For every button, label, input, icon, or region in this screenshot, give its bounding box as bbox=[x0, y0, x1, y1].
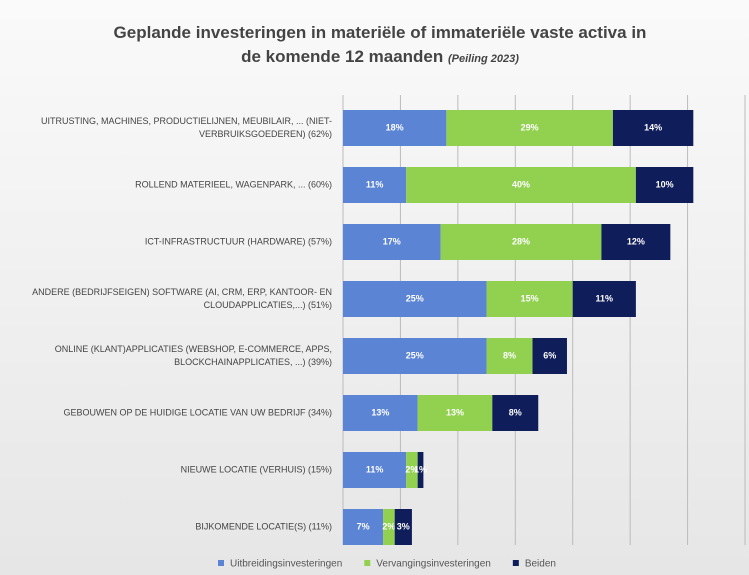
legend-swatch bbox=[364, 560, 371, 566]
chart-title: de komende 12 maanden (Peiling 2023) bbox=[241, 47, 519, 66]
category-label: ONLINE (KLANT)APPLICATIES (WEBSHOP, E-CO… bbox=[54, 344, 332, 367]
value-label: 13% bbox=[446, 407, 464, 417]
bar bbox=[492, 395, 539, 431]
value-label: 7% bbox=[357, 521, 370, 531]
bar bbox=[343, 110, 447, 146]
bar bbox=[635, 167, 694, 203]
bar bbox=[406, 167, 636, 203]
value-label: 29% bbox=[521, 122, 539, 132]
category-label: ICT-INFRASTRUCTUUR (HARDWARE) (57%) bbox=[144, 236, 332, 247]
chart-title: Geplande investeringen in materiële of i… bbox=[114, 23, 647, 42]
chart-title: de komende 12 maanden bbox=[241, 47, 448, 66]
bar bbox=[406, 452, 418, 488]
bar bbox=[383, 509, 395, 545]
value-label: 11% bbox=[366, 464, 384, 474]
value-label: 6% bbox=[543, 350, 556, 360]
bar bbox=[343, 509, 384, 545]
legend-swatch bbox=[512, 560, 519, 566]
value-label: 10% bbox=[656, 179, 674, 189]
category-label: GEBOUWEN OP DE HUIDIGE LOCATIE VAN UW BE… bbox=[63, 407, 332, 418]
bar bbox=[343, 452, 407, 488]
bar bbox=[446, 110, 613, 146]
value-label: 18% bbox=[386, 122, 404, 132]
bar bbox=[343, 395, 418, 431]
value-label: 12% bbox=[627, 236, 645, 246]
value-label: 11% bbox=[596, 293, 614, 303]
value-label: 2% bbox=[405, 464, 418, 474]
category-label: NIEUWE LOCATIE (VERHUIS) (15%) bbox=[180, 464, 332, 475]
legend-swatch bbox=[218, 560, 224, 566]
bar bbox=[612, 110, 694, 146]
bar bbox=[440, 224, 602, 260]
value-label: 15% bbox=[521, 293, 539, 303]
legend-label: Uitbreidingsinvesteringen bbox=[230, 559, 342, 570]
category-label: BIJKOMENDE LOCATIE(S) (11%) bbox=[195, 521, 332, 532]
value-label: 14% bbox=[644, 122, 662, 132]
chart-subtitle: (Peiling 2023) bbox=[448, 53, 519, 65]
value-label: 13% bbox=[371, 407, 389, 417]
bar bbox=[343, 338, 487, 374]
legend-label: Vervangingsinvesteringen bbox=[376, 559, 491, 570]
bar bbox=[343, 281, 487, 317]
value-label: 3% bbox=[397, 521, 410, 531]
value-label: 28% bbox=[512, 236, 530, 246]
bar bbox=[532, 338, 567, 374]
category-label: ROLLEND MATERIEEL, WAGENPARK, ... (60%) bbox=[135, 179, 332, 190]
value-label: 8% bbox=[509, 407, 522, 417]
bar bbox=[486, 338, 533, 374]
bar bbox=[394, 509, 412, 545]
value-label: 2% bbox=[382, 521, 395, 531]
bar bbox=[572, 281, 636, 317]
bar bbox=[417, 395, 493, 431]
value-label: 1% bbox=[414, 464, 427, 474]
category-label: ANDERE (BEDRIJFSEIGEN) SOFTWARE (AI, CRM… bbox=[32, 287, 332, 310]
value-label: 8% bbox=[503, 350, 516, 360]
bar bbox=[417, 452, 424, 488]
value-label: 40% bbox=[512, 179, 530, 189]
value-label: 25% bbox=[406, 293, 424, 303]
bar bbox=[601, 224, 671, 260]
value-label: 17% bbox=[383, 236, 401, 246]
bar bbox=[486, 281, 573, 317]
bar bbox=[343, 224, 441, 260]
value-label: 25% bbox=[406, 350, 424, 360]
bar bbox=[343, 167, 407, 203]
value-label: 11% bbox=[366, 179, 384, 189]
category-label: UITRUSTING, MACHINES, PRODUCTIELIJNEN, M… bbox=[40, 116, 332, 139]
legend-label: Beiden bbox=[525, 559, 556, 570]
